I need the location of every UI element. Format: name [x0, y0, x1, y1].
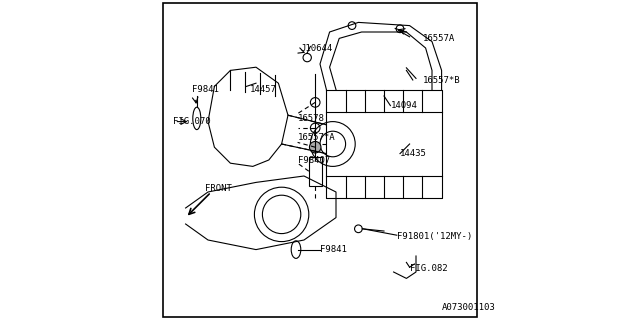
Text: FIG.070: FIG.070: [173, 117, 211, 126]
Text: FIG.082: FIG.082: [410, 264, 447, 273]
Text: 14435: 14435: [400, 149, 427, 158]
Bar: [309, 157, 322, 186]
Text: F91801('12MY-): F91801('12MY-): [397, 232, 472, 241]
Text: A073001103: A073001103: [442, 303, 495, 312]
Text: F9841: F9841: [320, 245, 347, 254]
Text: 16578: 16578: [298, 114, 324, 123]
Text: 14457: 14457: [250, 85, 276, 94]
Text: 14094: 14094: [390, 101, 417, 110]
Text: 16557*B: 16557*B: [422, 76, 460, 84]
Circle shape: [310, 141, 321, 153]
Text: 16557*A: 16557*A: [298, 133, 335, 142]
Text: 16557A: 16557A: [422, 34, 454, 43]
Text: J10644: J10644: [301, 44, 333, 52]
Text: F98407: F98407: [298, 156, 330, 164]
Text: F9841: F9841: [192, 85, 219, 94]
Text: FRONT: FRONT: [205, 184, 232, 193]
